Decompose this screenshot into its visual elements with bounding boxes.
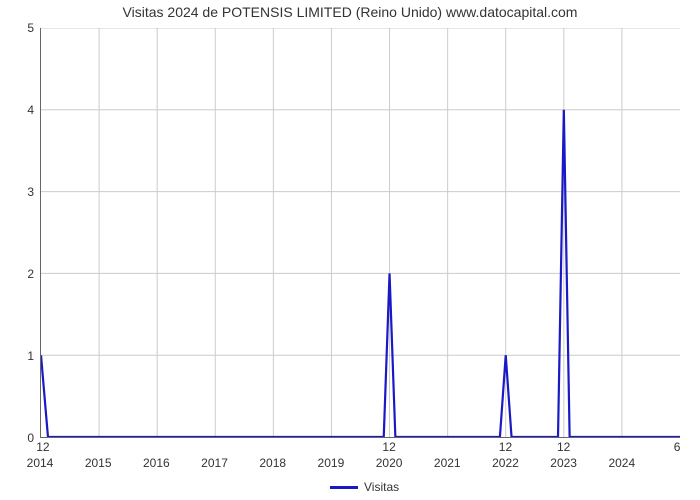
legend-swatch xyxy=(330,486,358,489)
x-top-tick-label: 12 xyxy=(557,440,570,454)
y-tick-label: 5 xyxy=(0,21,34,35)
y-tick-label: 2 xyxy=(0,267,34,281)
chart-container: Visitas 2024 de POTENSIS LIMITED (Reino … xyxy=(0,0,700,500)
x-top-tick-label: 6 xyxy=(674,440,681,454)
y-tick-label: 0 xyxy=(0,431,34,445)
x-top-tick-label: 12 xyxy=(499,440,512,454)
x-bottom-tick-label: 2017 xyxy=(201,456,228,470)
x-bottom-tick-label: 2024 xyxy=(608,456,635,470)
x-top-tick-label: 12 xyxy=(382,440,395,454)
y-tick-label: 1 xyxy=(0,349,34,363)
y-tick-label: 3 xyxy=(0,185,34,199)
chart-svg xyxy=(41,28,680,437)
x-bottom-tick-label: 2019 xyxy=(318,456,345,470)
x-bottom-tick-label: 2022 xyxy=(492,456,519,470)
x-bottom-tick-label: 2016 xyxy=(143,456,170,470)
plot-area xyxy=(40,28,680,438)
x-bottom-tick-label: 2021 xyxy=(434,456,461,470)
legend-label: Visitas xyxy=(364,480,399,494)
x-top-tick-label: 12 xyxy=(36,440,49,454)
x-bottom-tick-label: 2014 xyxy=(27,456,54,470)
x-bottom-tick-label: 2015 xyxy=(85,456,112,470)
x-bottom-tick-label: 2018 xyxy=(259,456,286,470)
legend: Visitas xyxy=(330,480,399,494)
y-tick-label: 4 xyxy=(0,103,34,117)
x-bottom-tick-label: 2023 xyxy=(550,456,577,470)
x-bottom-tick-label: 2020 xyxy=(376,456,403,470)
chart-title: Visitas 2024 de POTENSIS LIMITED (Reino … xyxy=(0,4,700,20)
